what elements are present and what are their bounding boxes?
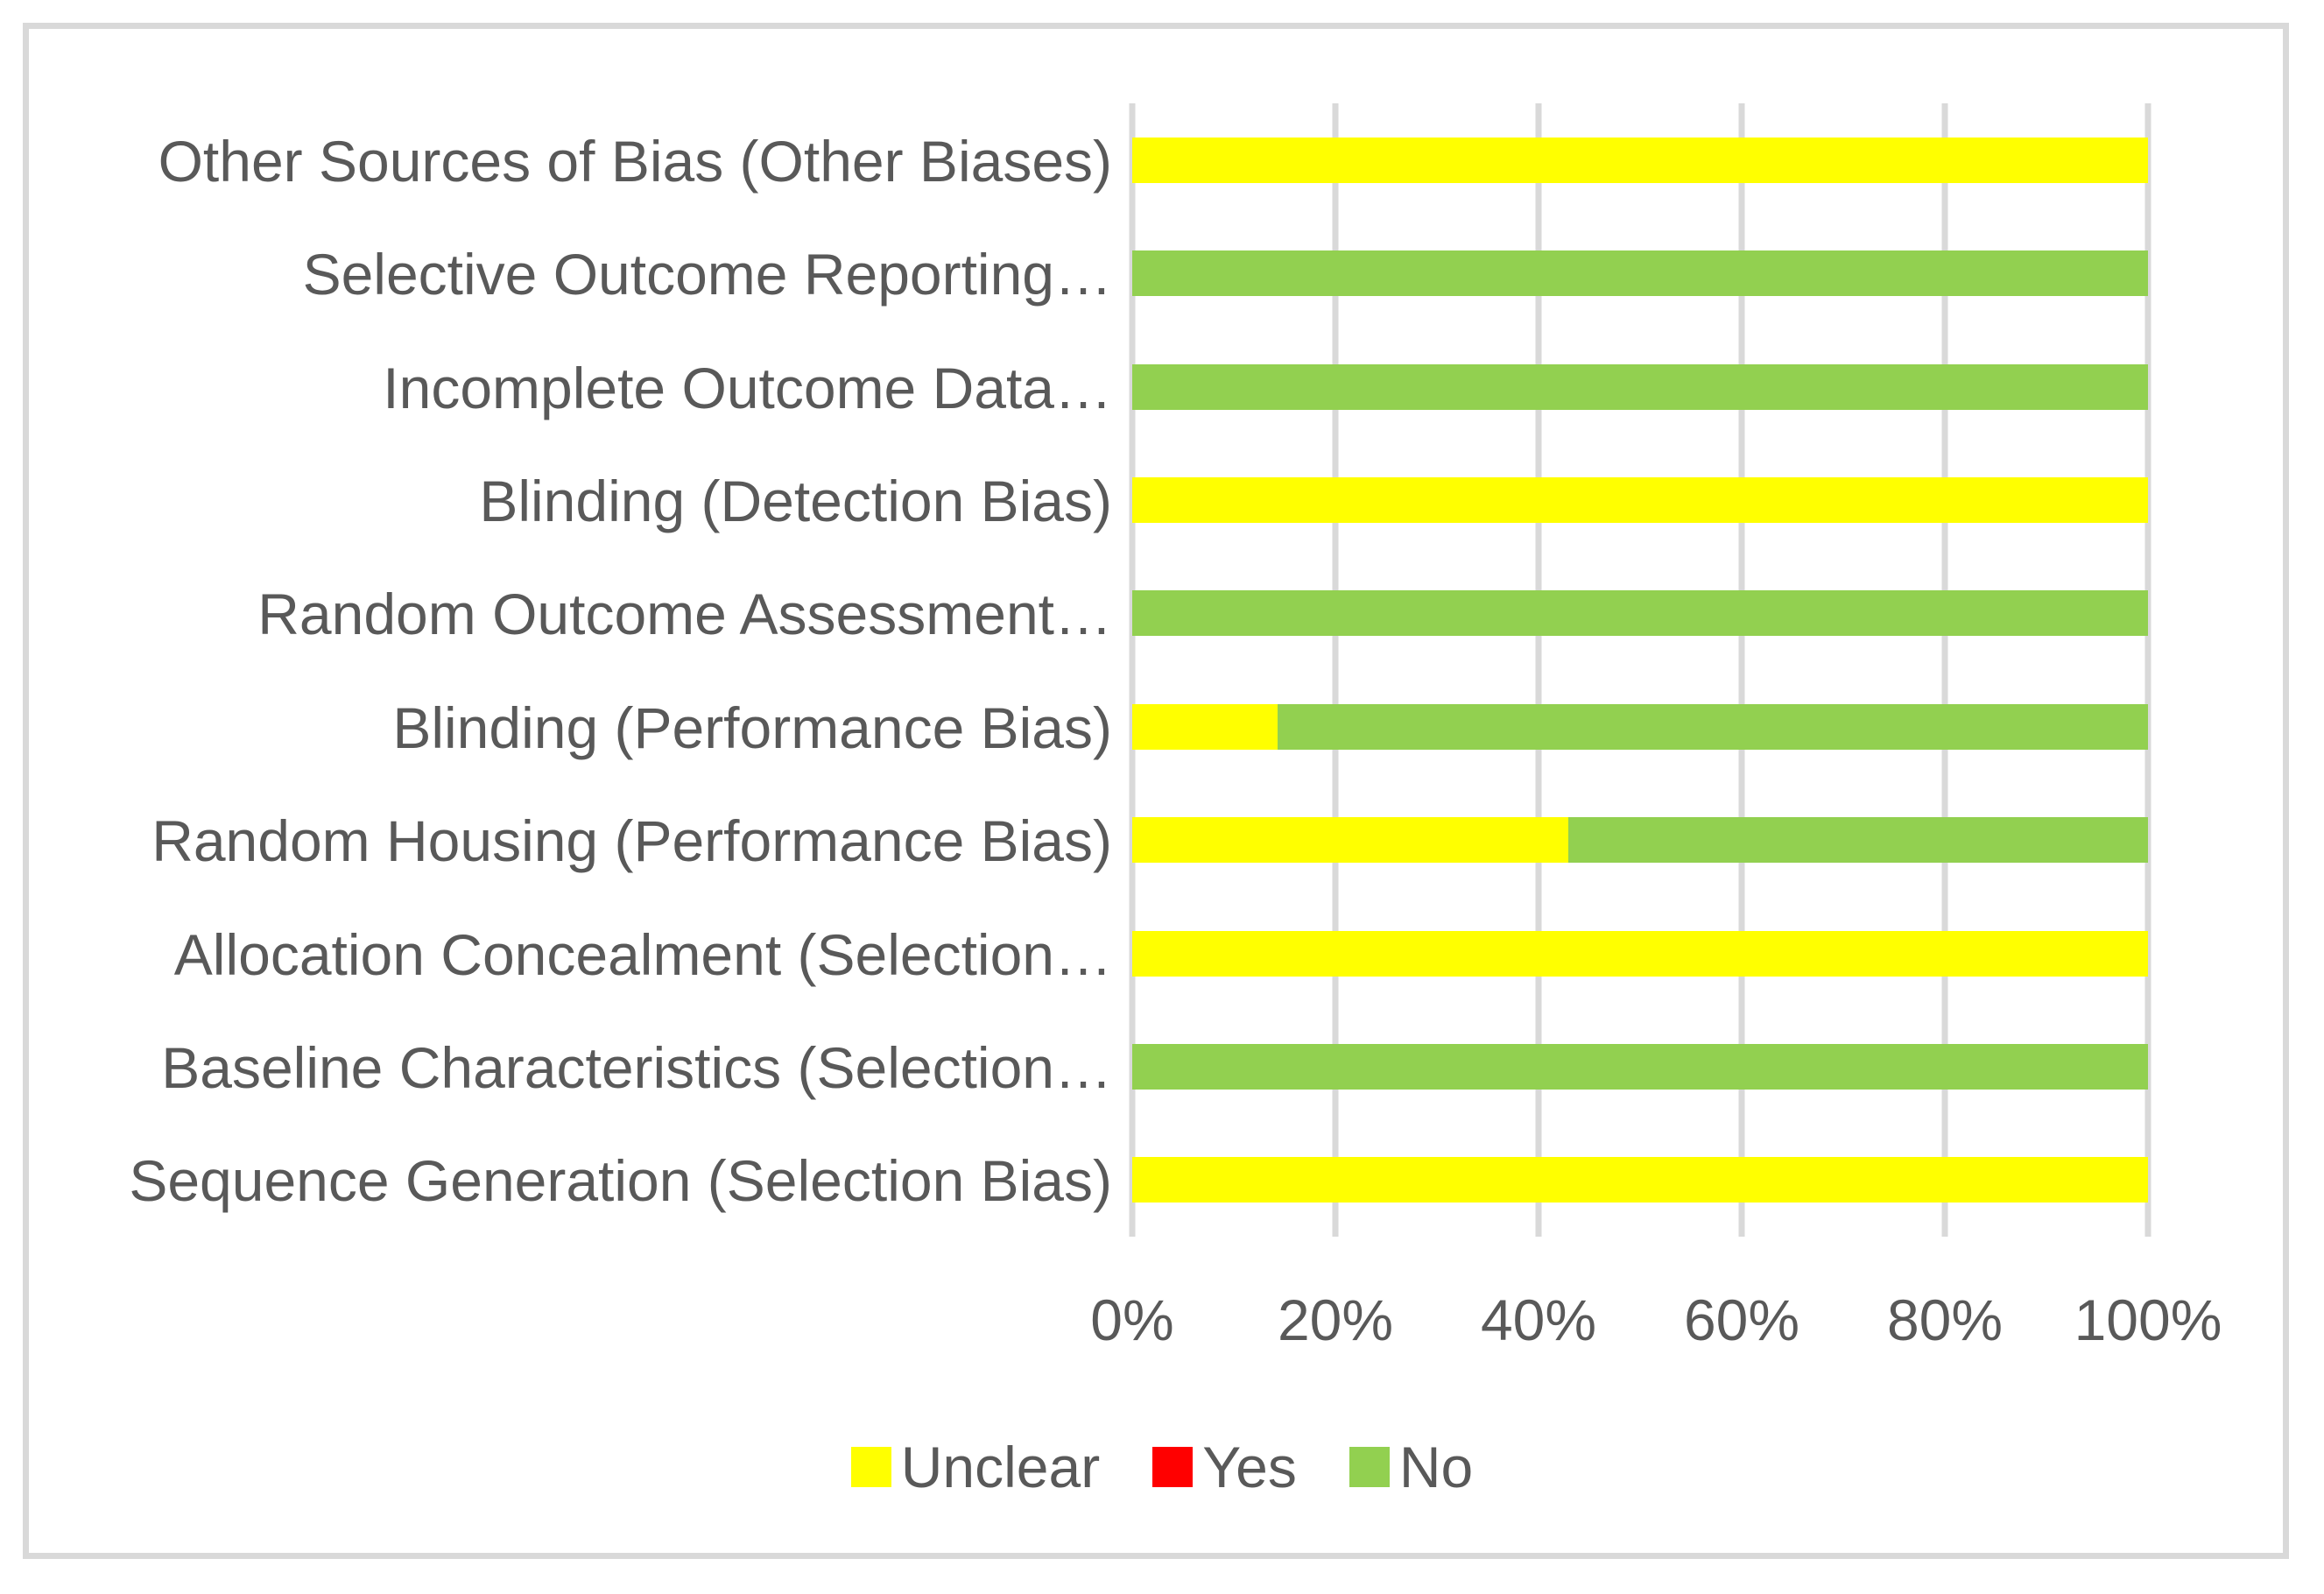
x-axis-tick-label: 60% xyxy=(1683,1287,1800,1352)
legend-swatch-unclear-icon xyxy=(850,1447,891,1487)
bar-segment-unclear xyxy=(1132,476,2148,523)
bar-row xyxy=(1132,1043,2148,1090)
x-axis-tick-label: 20% xyxy=(1277,1287,1394,1352)
bar-segment-no xyxy=(1132,363,2148,410)
gridline-40 xyxy=(1535,103,1542,1237)
x-axis-tick-label: 80% xyxy=(1886,1287,2004,1352)
x-axis-tick-label: 0% xyxy=(1090,1287,1174,1352)
category-label: Random Outcome Assessment… xyxy=(257,582,1112,647)
gridline-0 xyxy=(1129,103,1136,1237)
bar-row xyxy=(1132,590,2148,637)
bar-row xyxy=(1132,363,2148,410)
bar-row xyxy=(1132,250,2148,297)
bar-segment-unclear xyxy=(1132,703,1278,750)
chart-outer-border xyxy=(23,23,2289,1559)
bar-segment-unclear xyxy=(1132,137,2148,183)
bar-row xyxy=(1132,817,2148,864)
legend-item-no: No xyxy=(1349,1436,1473,1498)
bar-segment-no xyxy=(1567,817,2148,864)
legend-swatch-yes-icon xyxy=(1152,1447,1194,1487)
category-label: Baseline Characteristics (Selection… xyxy=(161,1034,1112,1100)
gridline-100 xyxy=(2144,103,2151,1237)
category-label: Sequence Generation (Selection Bias) xyxy=(129,1148,1112,1214)
category-label: Incomplete Outcome Data… xyxy=(383,355,1112,420)
bar-segment-unclear xyxy=(1132,1157,2148,1203)
bar-row xyxy=(1132,703,2148,750)
legend-label: No xyxy=(1398,1435,1474,1499)
x-axis-tick-label: 100% xyxy=(2074,1287,2222,1352)
bar-segment-unclear xyxy=(1132,930,2148,977)
category-label: Other Sources of Bias (Other Biases) xyxy=(158,128,1112,194)
category-label: Allocation Concealment (Selection… xyxy=(173,921,1112,987)
legend-label: Yes xyxy=(1202,1435,1297,1499)
bar-segment-no xyxy=(1277,703,2148,750)
x-axis-tick-label: 40% xyxy=(1480,1287,1597,1352)
category-label: Blinding (Performance Bias) xyxy=(392,695,1112,760)
plot-area xyxy=(1129,103,2151,1237)
gridline-80 xyxy=(1941,103,1948,1237)
gridline-20 xyxy=(1332,103,1339,1237)
legend-item-yes: Yes xyxy=(1152,1436,1297,1498)
legend-swatch-no-icon xyxy=(1349,1447,1390,1487)
bar-row xyxy=(1132,930,2148,977)
category-label: Random Housing (Performance Bias) xyxy=(151,808,1112,874)
legend-item-unclear: Unclear xyxy=(850,1435,1101,1499)
gridline-60 xyxy=(1738,103,1745,1237)
bar-segment-no xyxy=(1132,590,2148,637)
bar-segment-no xyxy=(1132,250,2148,297)
bar-segment-no xyxy=(1132,1043,2148,1090)
bar-row xyxy=(1132,1157,2148,1203)
legend: Unclear Yes No xyxy=(0,1436,2324,1498)
bar-row xyxy=(1132,137,2148,183)
category-label: Selective Outcome Reporting… xyxy=(302,242,1112,307)
legend-label: Unclear xyxy=(900,1435,1101,1499)
bar-row xyxy=(1132,476,2148,523)
category-label: Blinding (Detection Bias) xyxy=(479,468,1112,533)
bar-segment-unclear xyxy=(1132,817,1568,864)
